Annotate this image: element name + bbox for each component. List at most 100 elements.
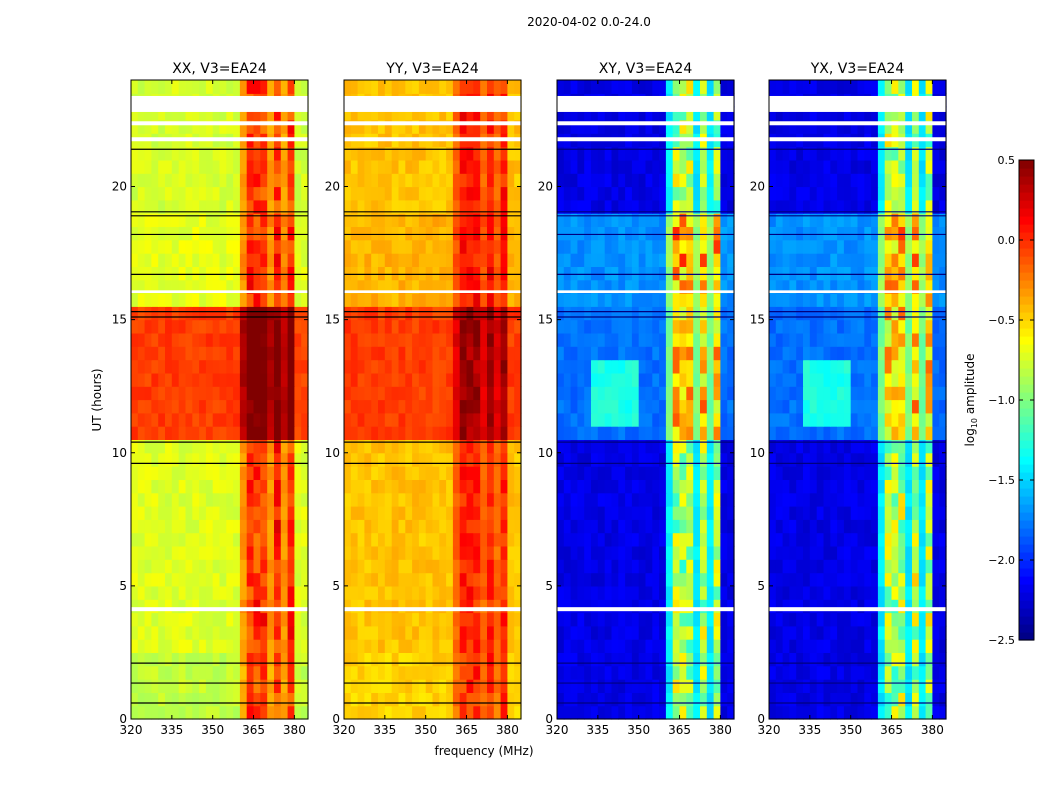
heatmap-cell <box>864 439 871 453</box>
heatmap-cell <box>789 426 796 440</box>
heatmap-cell <box>240 546 247 560</box>
heatmap-cell <box>727 573 734 587</box>
heatmap-cell <box>830 333 837 347</box>
heatmap-cell <box>871 546 878 560</box>
heatmap-cell <box>769 639 776 653</box>
heatmap-cell <box>939 306 946 320</box>
heatmap-cell <box>789 626 796 640</box>
heatmap-cell <box>145 626 152 640</box>
heatmap-cell <box>789 666 796 680</box>
heatmap-cell <box>294 386 301 400</box>
heatmap-cell <box>680 160 687 174</box>
heatmap-cell <box>358 546 365 560</box>
heatmap-cell <box>288 493 295 507</box>
heatmap-cell <box>199 266 206 280</box>
heatmap-cell <box>281 666 288 680</box>
heatmap-cell <box>399 586 406 600</box>
heatmap-cell <box>652 386 659 400</box>
heatmap-cell <box>659 639 666 653</box>
heatmap-cell <box>858 293 865 307</box>
heatmap-cell <box>507 253 514 267</box>
heatmap-cell <box>405 306 412 320</box>
heatmap-cell <box>378 306 385 320</box>
heatmap-cell <box>158 692 165 706</box>
heatmap-cell <box>281 493 288 507</box>
heatmap-cell <box>646 213 653 227</box>
heatmap-cell <box>426 160 433 174</box>
heatmap-cell <box>240 253 247 267</box>
heatmap-cell <box>145 386 152 400</box>
heatmap-cell <box>419 187 426 201</box>
heatmap-cell <box>892 253 899 267</box>
heatmap-cell <box>433 240 440 254</box>
heatmap-cell <box>412 160 419 174</box>
heatmap-cell <box>501 692 508 706</box>
heatmap-cell <box>514 439 521 453</box>
heatmap-cell <box>351 213 358 227</box>
heatmap-cell <box>254 293 261 307</box>
heatmap-cell <box>659 187 666 201</box>
heatmap-cell <box>158 400 165 414</box>
heatmap-cell <box>652 413 659 427</box>
heatmap-cell <box>460 320 467 334</box>
heatmap-cell <box>487 479 494 493</box>
heatmap-cell <box>206 293 213 307</box>
heatmap-cell <box>371 626 378 640</box>
heatmap-cell <box>213 533 220 547</box>
heatmap-cell <box>919 506 926 520</box>
heatmap-cell <box>932 679 939 693</box>
heatmap-cell <box>186 320 193 334</box>
heatmap-cell <box>480 559 487 573</box>
heatmap-cell <box>898 320 905 334</box>
heatmap-cell <box>247 666 254 680</box>
heatmap-cell <box>399 453 406 467</box>
heatmap-cell <box>145 360 152 374</box>
heatmap-cell <box>844 652 851 666</box>
heatmap-cell <box>612 573 619 587</box>
heatmap-cell <box>507 293 514 307</box>
heatmap-cell <box>557 506 564 520</box>
heatmap-cell <box>939 187 946 201</box>
heatmap-cell <box>233 266 240 280</box>
heatmap-cell <box>281 479 288 493</box>
heatmap-cell <box>226 506 233 520</box>
heatmap-cell <box>817 506 824 520</box>
heatmap-cell <box>666 187 673 201</box>
heatmap-cell <box>378 333 385 347</box>
heatmap-cell <box>858 506 865 520</box>
heatmap-cell <box>399 546 406 560</box>
heatmap-cell <box>858 173 865 187</box>
heatmap-cell <box>824 346 831 360</box>
heatmap-cell <box>131 453 138 467</box>
heatmap-cell <box>686 559 693 573</box>
heatmap-cell <box>399 213 406 227</box>
heatmap-cell <box>912 453 919 467</box>
heatmap-cell <box>885 613 892 627</box>
heatmap-cell <box>605 626 612 640</box>
heatmap-cell <box>199 519 206 533</box>
heatmap-cell <box>673 80 680 94</box>
heatmap-cell <box>439 613 446 627</box>
heatmap-cell <box>564 506 571 520</box>
heatmap-cell <box>693 626 700 640</box>
heatmap-cell <box>919 240 926 254</box>
heatmap-cell <box>494 226 501 240</box>
heatmap-cell <box>274 306 281 320</box>
heatmap-cell <box>885 240 892 254</box>
heatmap-cell <box>138 573 145 587</box>
heatmap-cell <box>344 573 351 587</box>
heatmap-cell <box>385 559 392 573</box>
heatmap-cell <box>680 360 687 374</box>
heatmap-cell <box>720 400 727 414</box>
heatmap-cell <box>274 639 281 653</box>
heatmap-cell <box>885 373 892 387</box>
heatmap-cell <box>892 439 899 453</box>
heatmap-cell <box>131 652 138 666</box>
heatmap-cell <box>507 559 514 573</box>
heatmap-cell <box>405 226 412 240</box>
heatmap-cell <box>727 160 734 174</box>
heatmap-cell <box>837 706 844 720</box>
heatmap-cell <box>392 519 399 533</box>
heatmap-cell <box>267 360 274 374</box>
